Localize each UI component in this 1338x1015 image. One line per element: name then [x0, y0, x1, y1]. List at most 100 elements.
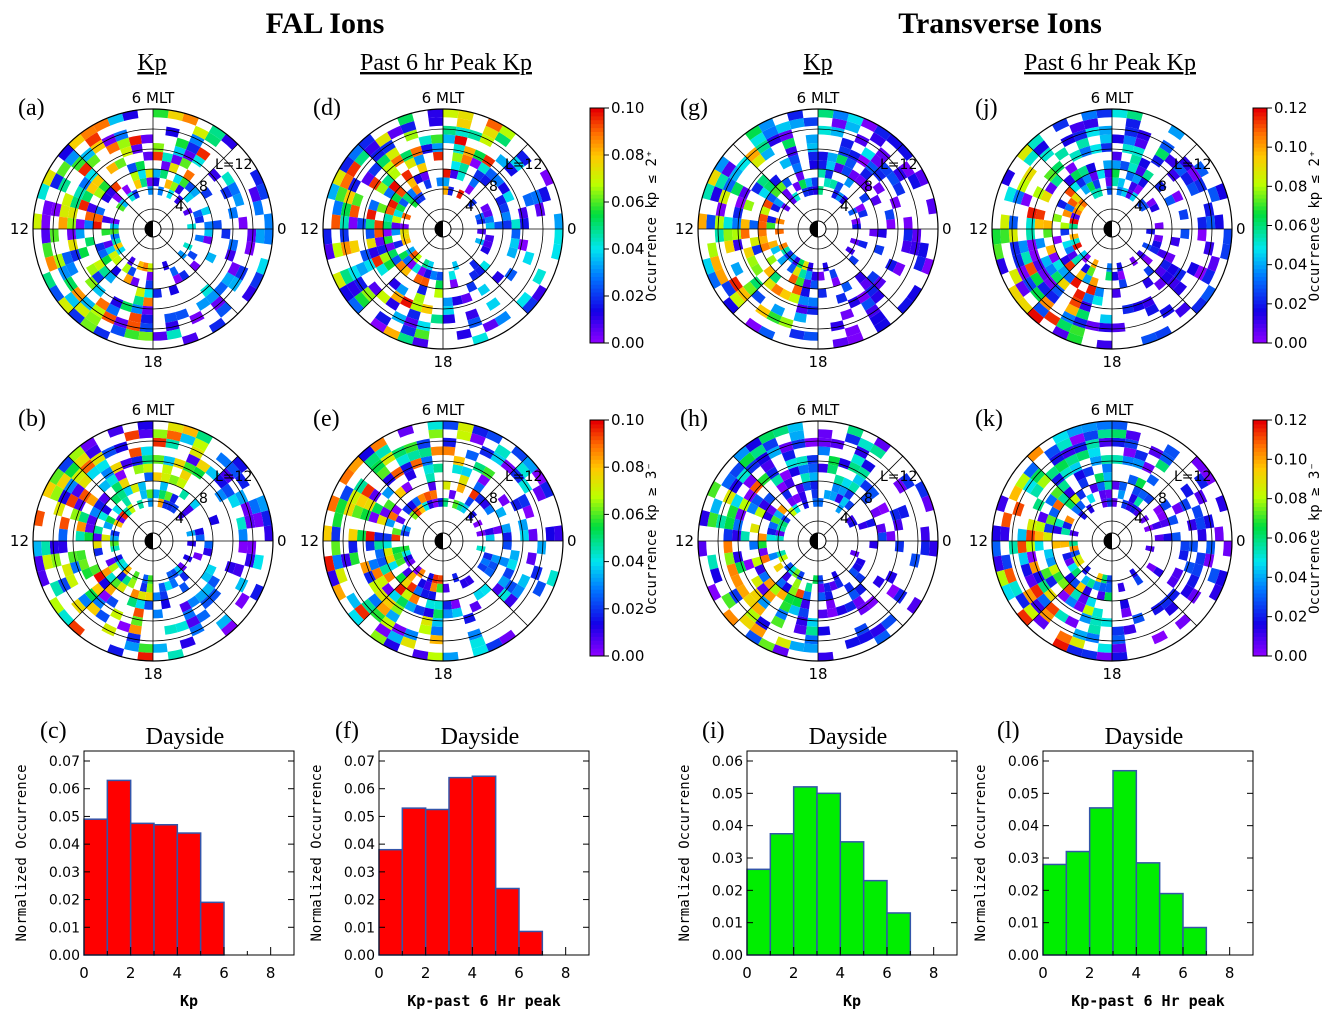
heatmap-cell [899, 160, 915, 178]
mlt-spoke [732, 455, 819, 542]
heatmap-cell [115, 514, 126, 524]
mlt-spoke [357, 455, 444, 542]
heatmap-cell [32, 541, 43, 557]
heatmap-cell [1030, 468, 1046, 484]
heatmap-cell [776, 524, 787, 533]
l-label-12: L=12 [215, 469, 252, 485]
heatmap-cell [762, 437, 779, 452]
heatmap-cell [376, 153, 391, 169]
colorbar-step [590, 315, 604, 320]
heatmap-cell [775, 535, 784, 541]
heatmap-cell [104, 583, 117, 596]
heatmap-cell [1069, 541, 1078, 547]
heatmap-cell [1174, 613, 1192, 630]
colorbar-step [590, 565, 604, 570]
earth-night-side [435, 221, 443, 237]
heatmap-cell [431, 498, 439, 508]
heatmap-cell [750, 575, 764, 589]
heatmap-cell [346, 160, 362, 178]
heatmap-cell [840, 137, 855, 150]
heatmap-cell [502, 532, 512, 541]
heatmap-cell [419, 170, 430, 182]
heatmap-cell [1026, 133, 1044, 150]
heatmap-cell [749, 622, 767, 638]
heatmap-cell [379, 252, 391, 264]
heatmap-cell [50, 553, 62, 568]
heatmap-cell [806, 455, 818, 465]
heatmap-cell [382, 472, 396, 487]
heatmap-cell [64, 149, 81, 167]
heatmap-cell [872, 276, 887, 290]
colorbar-step [590, 233, 604, 238]
heatmap-cell [408, 593, 420, 605]
y-tick-label: 0.06 [712, 754, 743, 770]
heatmap-cell [451, 572, 460, 583]
heatmap-cell [427, 590, 437, 601]
panel-label: (i) [702, 718, 725, 744]
heatmap-cell [93, 213, 104, 223]
heatmap-cell [357, 133, 375, 150]
heatmap-cell [1043, 532, 1053, 541]
colorbar-step [1253, 608, 1267, 614]
heatmap-cell [1026, 217, 1036, 229]
heatmap-cell [466, 281, 478, 293]
colorbar-step [590, 451, 604, 456]
heatmap-cell [804, 437, 818, 448]
heatmap-cell [400, 324, 417, 337]
mlt-label-18: 18 [808, 665, 827, 683]
histogram-bar [494, 887, 520, 956]
heatmap-cell [210, 295, 226, 311]
mlt-spoke [732, 540, 819, 627]
heatmap-cell [1030, 286, 1046, 302]
heatmap-cell [1017, 528, 1027, 541]
heatmap-cell [349, 552, 360, 566]
heatmap-cell [160, 472, 171, 483]
heatmap-cell [1191, 504, 1204, 519]
heatmap-cell [1106, 498, 1112, 507]
heatmap-cell [332, 200, 344, 216]
heatmap-cell [469, 433, 486, 446]
heatmap-cell [179, 157, 192, 170]
heatmap-cell [347, 609, 364, 627]
colorbar-step [1253, 490, 1267, 496]
heatmap-cell [153, 489, 160, 499]
heatmap-cell [906, 284, 923, 303]
heatmap-cell [834, 578, 844, 589]
heatmap-cell [991, 541, 1002, 557]
mlt-label-18: 18 [808, 353, 827, 371]
heatmap-cell [402, 504, 413, 515]
heatmap-cell [502, 541, 512, 550]
colorbar-step [1253, 463, 1267, 468]
heatmap-cell [800, 472, 811, 483]
heatmap-cell [118, 510, 129, 521]
heatmap-cell [1136, 129, 1152, 142]
heatmap-cell [804, 270, 813, 281]
heatmap-cell [153, 168, 161, 178]
colorbar-step [590, 498, 604, 504]
colorbar-step [590, 115, 604, 121]
heatmap-cell [1037, 579, 1051, 594]
heatmap-cell [121, 575, 132, 586]
heatmap-cell [404, 469, 417, 482]
x-axis-label: Kp-past 6 Hr peak [1071, 992, 1225, 1010]
heatmap-cell [886, 133, 904, 150]
heatmap-cell [213, 474, 229, 489]
heatmap-cell [116, 571, 127, 582]
heatmap-cell [732, 217, 742, 229]
heatmap-cell [509, 468, 525, 484]
heatmap-cell [515, 461, 532, 479]
colorbar-step [1253, 482, 1267, 488]
colorbar-step [1253, 565, 1267, 570]
heatmap-cell [112, 192, 123, 203]
heatmap-cell [400, 233, 410, 241]
heatmap-cell [443, 498, 449, 507]
heatmap-cell [1096, 590, 1106, 601]
heatmap-cell [812, 186, 818, 195]
heatmap-cell [1075, 500, 1086, 511]
heatmap-cell [792, 266, 802, 277]
colorbar-step [1253, 209, 1267, 215]
heatmap-cell [451, 295, 464, 306]
